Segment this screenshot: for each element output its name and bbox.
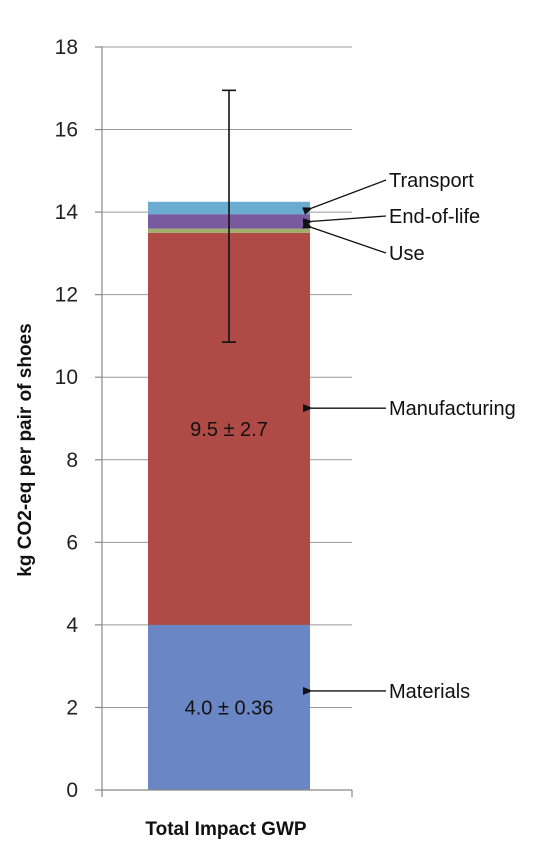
y-tick-label-0: 0	[66, 779, 78, 802]
y-tick-label-2: 2	[66, 696, 78, 719]
annotation-label-use: Use	[389, 243, 425, 265]
y-tick-label-16: 16	[55, 119, 78, 142]
y-tick-label-6: 6	[66, 531, 78, 554]
segment-label-manufacturing: 9.5 ± 2.7	[190, 419, 268, 441]
y-tick-label-14: 14	[55, 201, 79, 224]
axes	[95, 46, 353, 797]
annotations: Transport End-of-life Use Manufacturing Mate…	[302, 170, 516, 703]
y-tick-label-12: 12	[55, 284, 78, 307]
bar-segment-materials	[148, 624, 310, 790]
y-tick-label-18: 18	[55, 36, 78, 59]
segment-labels: 4.0 ± 0.36 9.5 ± 2.7	[185, 419, 274, 720]
annotation-arrow-end-of-life	[302, 215, 387, 227]
y-tick-label-8: 8	[66, 449, 78, 472]
annotation-label-manufacturing: Manufacturing	[389, 398, 516, 420]
y-axis-label: kg CO2-eq per pair of shoes	[15, 323, 36, 576]
error-bar	[222, 89, 236, 343]
annotation-label-materials: Materials	[389, 681, 470, 703]
x-axis-label: Total Impact GWP	[145, 819, 306, 840]
annotation-label-transport: Transport	[389, 170, 474, 192]
y-tick-label-4: 4	[66, 614, 78, 637]
segment-label-materials: 4.0 ± 0.36	[185, 697, 274, 719]
y-tick-label-10: 10	[55, 366, 78, 389]
annotation-label-end-of-life: End-of-life	[389, 206, 480, 228]
annotation-arrow-transport	[302, 179, 387, 215]
annotation-arrow-use	[302, 220, 387, 254]
y-tick-labels: 0 2 4 6 8 10 12 14 16 18	[55, 36, 79, 802]
